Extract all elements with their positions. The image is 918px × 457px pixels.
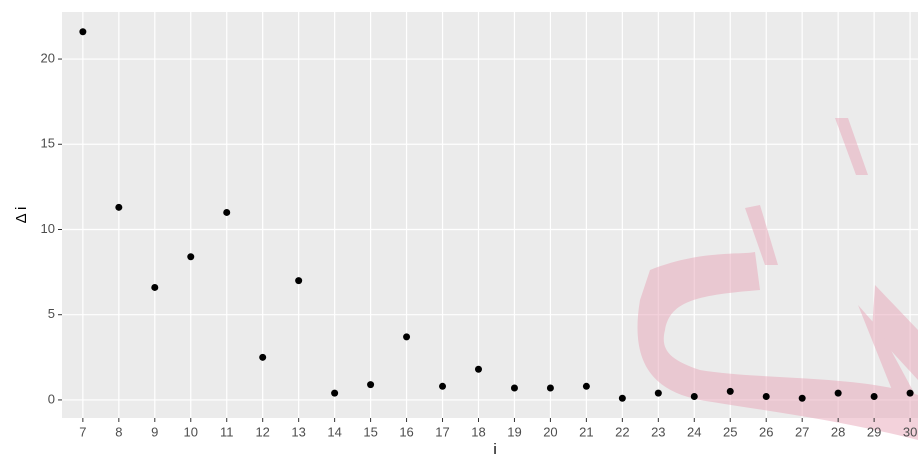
y-tick-label: 5 — [48, 306, 55, 321]
point — [906, 389, 914, 397]
point — [439, 382, 447, 390]
x-tick-label: 24 — [687, 424, 701, 439]
y-tick-label: 10 — [41, 221, 55, 236]
point — [870, 393, 878, 401]
plot-layer — [79, 28, 914, 402]
x-tick-label: 19 — [507, 424, 521, 439]
point — [295, 277, 303, 285]
x-axis-title: i — [493, 441, 496, 457]
point — [259, 353, 267, 361]
y-tick-label: 15 — [41, 136, 55, 151]
x-tick-label: 20 — [543, 424, 557, 439]
x-tick-label: 21 — [579, 424, 593, 439]
x-tick-label: 28 — [831, 424, 845, 439]
x-tick-label: 7 — [79, 424, 86, 439]
x-tick-label: 22 — [615, 424, 629, 439]
point — [474, 365, 482, 373]
watermark — [637, 118, 918, 440]
x-tick-label: 10 — [184, 424, 198, 439]
point — [79, 28, 87, 36]
x-tick-label: 26 — [759, 424, 773, 439]
point — [331, 389, 339, 397]
point — [115, 203, 123, 211]
point — [762, 393, 770, 401]
x-tick-label: 8 — [115, 424, 122, 439]
point — [834, 389, 842, 397]
x-tick-label: 25 — [723, 424, 737, 439]
x-tick-label: 23 — [651, 424, 665, 439]
point — [798, 394, 806, 402]
point — [546, 384, 554, 392]
point — [726, 387, 734, 395]
point — [187, 253, 195, 261]
point — [690, 393, 698, 401]
point — [582, 382, 590, 390]
point — [618, 394, 626, 402]
point — [654, 389, 662, 397]
y-tick-label: 20 — [41, 50, 55, 65]
y-tick-label: 0 — [48, 391, 55, 406]
point — [510, 384, 518, 392]
x-tick-label: 29 — [867, 424, 881, 439]
x-tick-label: 18 — [471, 424, 485, 439]
x-tick-label: 16 — [399, 424, 413, 439]
panel — [62, 12, 918, 418]
point — [223, 208, 231, 216]
x-tick-label: 17 — [435, 424, 449, 439]
x-tick-label: 15 — [363, 424, 377, 439]
x-tick-label: 13 — [291, 424, 305, 439]
point — [151, 283, 159, 291]
x-tick-label: 30 — [903, 424, 917, 439]
y-axis-title: Δ i — [13, 207, 30, 224]
x-tick-label: 27 — [795, 424, 809, 439]
point — [367, 381, 375, 389]
x-tick-label: 9 — [151, 424, 158, 439]
x-tick-label: 12 — [255, 424, 269, 439]
x-tick-label: 14 — [327, 424, 341, 439]
x-tick-label: 11 — [220, 424, 234, 439]
point — [403, 333, 411, 341]
